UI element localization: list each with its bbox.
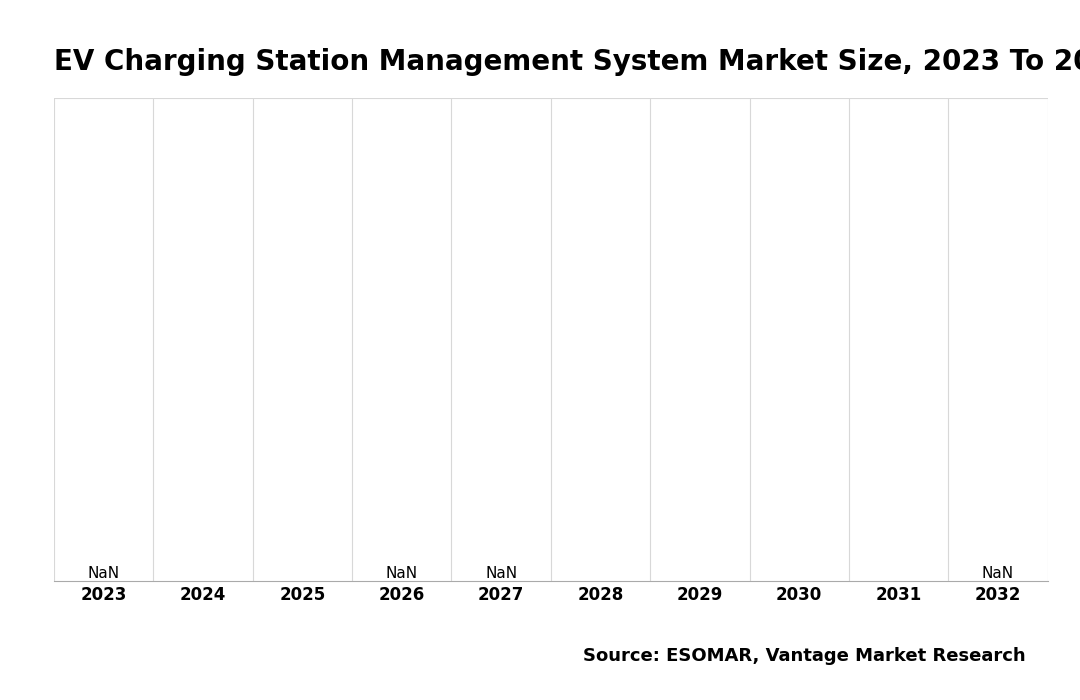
Text: Source: ESOMAR, Vantage Market Research: Source: ESOMAR, Vantage Market Research (583, 647, 1026, 665)
Text: EV Charging Station Management System Market Size, 2023 To 2032 (USD Million): EV Charging Station Management System Ma… (54, 48, 1080, 76)
Text: NaN: NaN (982, 566, 1014, 581)
Text: NaN: NaN (485, 566, 517, 581)
Text: NaN: NaN (87, 566, 120, 581)
Text: NaN: NaN (386, 566, 418, 581)
